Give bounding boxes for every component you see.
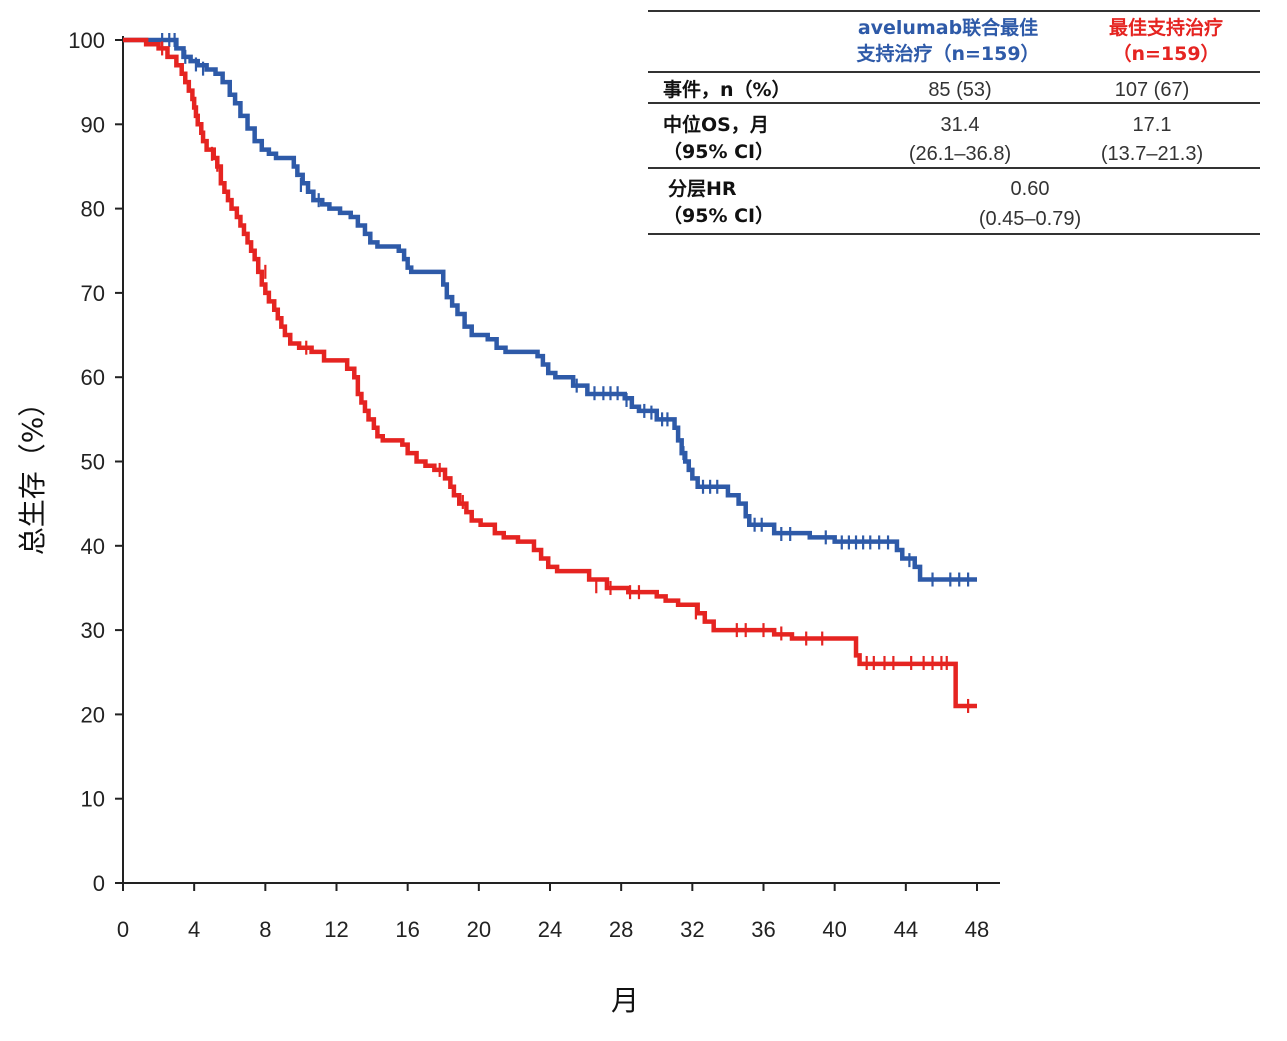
table-header-bsc: （n=159） — [1112, 42, 1219, 65]
row-value-ci-avelumab: (26.1–36.8) — [909, 143, 1011, 165]
y-tick-label: 10 — [81, 787, 105, 812]
x-tick-label: 40 — [822, 917, 846, 942]
row-label-median-os: 中位OS，月 — [663, 113, 769, 136]
x-tick-label: 4 — [188, 917, 200, 942]
y-tick-label: 100 — [68, 28, 105, 53]
x-tick-label: 12 — [324, 917, 348, 942]
row-value-events-bsc: 107 (67) — [1115, 79, 1190, 101]
x-tick-label: 44 — [894, 917, 918, 942]
y-axis-title: 总生存（%） — [16, 389, 49, 556]
x-tick-label: 8 — [259, 917, 271, 942]
series-bsc — [123, 37, 977, 713]
row-value-hr: 0.60 — [1011, 178, 1050, 200]
x-tick-label: 16 — [395, 917, 419, 942]
x-tick-label: 28 — [609, 917, 633, 942]
row-value-ci-bsc: (13.7–21.3) — [1101, 143, 1203, 165]
x-ticks: 0 4 8 12 16 20 24 28 32 36 40 44 48 — [117, 883, 989, 942]
row-value-hr-ci: (0.45–0.79) — [979, 208, 1081, 230]
y-tick-label: 90 — [81, 112, 105, 137]
y-tick-label: 20 — [81, 702, 105, 727]
y-tick-label: 80 — [81, 197, 105, 222]
row-value-median-bsc: 17.1 — [1133, 114, 1172, 136]
series-layer — [123, 33, 977, 713]
y-tick-label: 60 — [81, 365, 105, 390]
row-label-hr-ci: （95% CI） — [663, 204, 774, 227]
y-tick-label: 0 — [93, 871, 105, 896]
row-value-events-avelumab: 85 (53) — [928, 79, 991, 101]
x-tick-label: 24 — [538, 917, 562, 942]
row-value-median-avelumab: 31.4 — [941, 114, 980, 136]
y-tick-label: 30 — [81, 618, 105, 643]
km-curve — [123, 37, 977, 582]
x-tick-label: 48 — [965, 917, 989, 942]
series-avelumab — [123, 33, 977, 587]
x-tick-label: 20 — [467, 917, 491, 942]
table-header-bsc: 最佳支持治疗 — [1109, 16, 1223, 39]
x-tick-label: 32 — [680, 917, 704, 942]
y-tick-label: 40 — [81, 534, 105, 559]
y-tick-label: 50 — [81, 450, 105, 475]
x-tick-label: 36 — [751, 917, 775, 942]
y-ticks: 0 10 20 30 40 50 60 70 80 90 100 — [68, 28, 123, 896]
x-tick-label: 0 — [117, 917, 129, 942]
y-tick-label: 70 — [81, 281, 105, 306]
km-curve — [123, 37, 977, 709]
row-label-median-os-ci: （95% CI） — [663, 140, 774, 163]
table-header-avelumab: 支持治疗（n=159） — [855, 42, 1039, 65]
x-axis-title: 月 — [611, 984, 639, 1017]
row-label-hr: 分层HR — [668, 178, 737, 200]
table-header-avelumab: avelumab联合最佳 — [858, 16, 1038, 39]
row-label-events: 事件，n（%） — [663, 78, 791, 101]
